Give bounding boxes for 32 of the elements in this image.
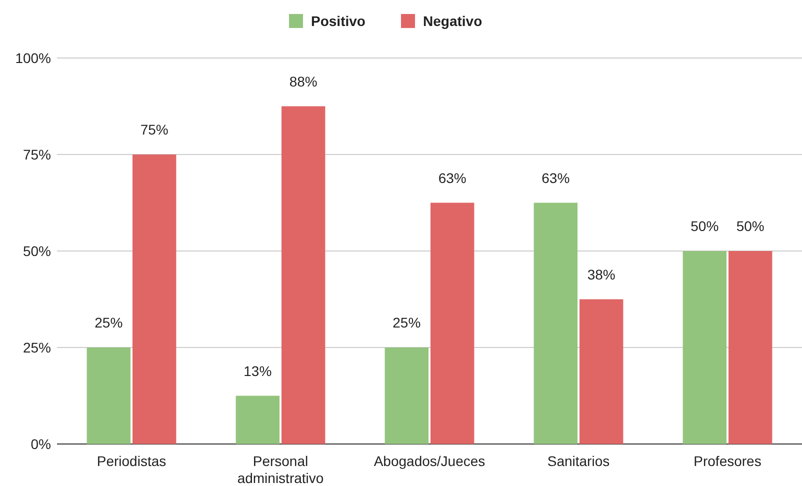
x-tick-label: Personal administrativo	[237, 453, 324, 486]
data-label: 13%	[244, 362, 272, 379]
bar	[86, 348, 130, 444]
data-label: 88%	[289, 73, 318, 90]
legend-label: Positivo	[311, 12, 366, 29]
bar	[728, 251, 772, 444]
data-label: 25%	[94, 314, 123, 330]
data-label: 75%	[140, 122, 168, 138]
bar	[236, 396, 280, 444]
bar	[132, 154, 176, 444]
y-tick-label: 50%	[22, 242, 51, 259]
x-tick-label: Periodistas	[96, 453, 166, 469]
x-tick-label: Abogados/Jueces	[374, 453, 486, 469]
y-tick-label: 75%	[22, 146, 51, 162]
legend-label: Negativo	[423, 12, 482, 29]
bar	[430, 202, 474, 444]
y-tick-label: 25%	[22, 339, 51, 356]
x-tick-label: Sanitarios	[547, 453, 610, 469]
bar	[384, 348, 428, 444]
bar	[682, 251, 726, 444]
data-label: 38%	[587, 266, 616, 282]
data-label: 50%	[736, 218, 764, 234]
bar	[580, 299, 624, 444]
y-tick-label: 0%	[30, 436, 51, 452]
bar	[534, 202, 578, 444]
data-label: 63%	[542, 170, 570, 186]
data-label: 50%	[690, 218, 719, 234]
y-tick-label: 100%	[15, 50, 51, 66]
data-label: 25%	[392, 314, 421, 330]
data-label: 63%	[438, 170, 466, 186]
x-tick-label: Profesores	[694, 453, 762, 469]
bar	[282, 106, 326, 444]
